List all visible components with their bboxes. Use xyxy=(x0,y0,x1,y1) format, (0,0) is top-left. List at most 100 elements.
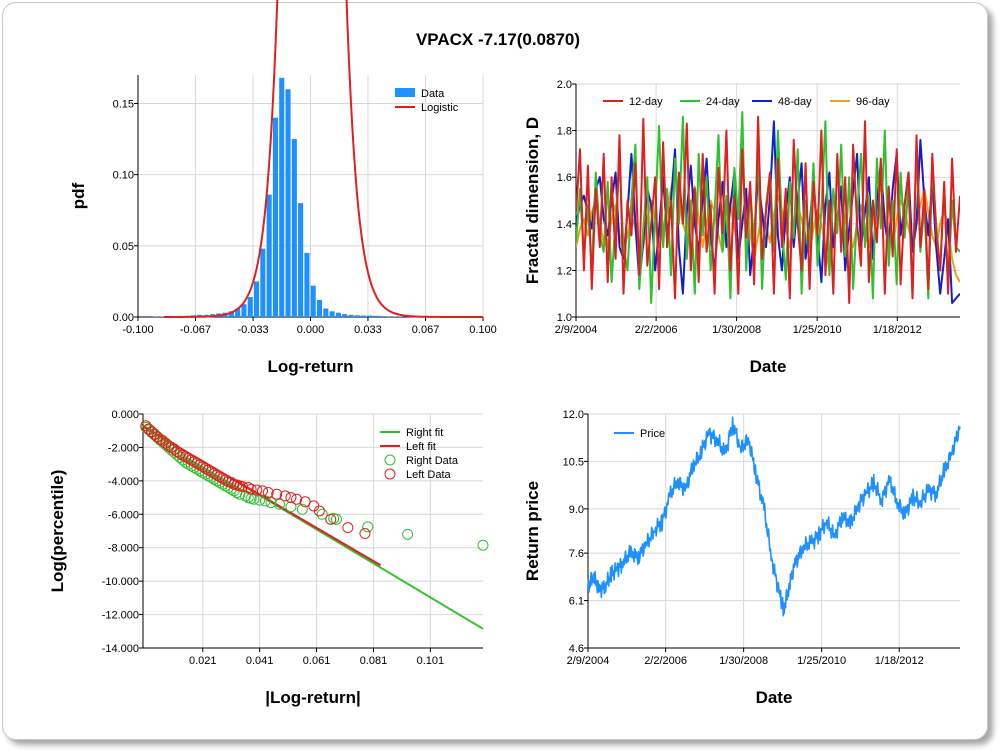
x-tick-label: -0.067 xyxy=(180,324,211,336)
left-data-point xyxy=(185,454,197,466)
histogram-bar xyxy=(329,311,335,317)
histogram-bar xyxy=(335,312,341,317)
left-data-point xyxy=(191,457,203,469)
y-tick-label: 6.1 xyxy=(569,596,584,608)
histogram-bar xyxy=(361,315,367,317)
y-tick-label: -12.000 xyxy=(102,610,139,622)
legend-label-logistic: Logistic xyxy=(421,102,459,114)
histogram-bar xyxy=(310,285,316,317)
left-data-point xyxy=(211,469,223,481)
histogram-bar xyxy=(298,203,304,317)
left-data-point xyxy=(285,492,297,504)
histogram-bar xyxy=(392,316,398,317)
y-tick-label: 0.05 xyxy=(113,241,134,253)
x-tick-label: 0.021 xyxy=(189,655,217,667)
left-data-point xyxy=(214,471,226,483)
left-data-point xyxy=(171,446,183,458)
legend-swatch xyxy=(384,468,396,480)
left-data-point xyxy=(200,462,212,474)
left-data-point xyxy=(140,420,152,432)
legend-swatch-data xyxy=(395,88,415,97)
page-title: VPACX -7.17(0.0870) xyxy=(415,30,581,49)
x-tick-label: -0.033 xyxy=(237,324,268,336)
left-data-point xyxy=(237,481,249,493)
histogram-bar xyxy=(379,316,386,317)
legend: Price xyxy=(614,428,665,440)
price-line xyxy=(587,416,961,617)
x-tick-label: 0.000 xyxy=(297,324,325,336)
histogram-bar xyxy=(367,315,373,317)
left-data-point xyxy=(168,443,180,455)
x-tick-label: 1/30/2008 xyxy=(719,655,768,667)
histogram-bar xyxy=(316,299,323,317)
x-tick-label: 2/9/2004 xyxy=(555,324,598,336)
x-tick-label: 0.100 xyxy=(469,324,497,336)
right-data-point xyxy=(177,454,189,466)
right-data-point xyxy=(316,508,328,520)
left-data-point xyxy=(205,466,217,478)
x-tick-label: 2/2/2006 xyxy=(635,324,678,336)
x-tick-label: 1/25/2010 xyxy=(797,655,846,667)
y-tick-label: -8.000 xyxy=(108,543,139,555)
y-tick-label: 1.0 xyxy=(557,312,572,324)
left-data-point xyxy=(251,484,263,496)
left-data-point xyxy=(188,456,200,468)
histogram-bar xyxy=(279,77,285,317)
y-tick-label: 1.2 xyxy=(557,265,572,277)
x-tick-label: 0.067 xyxy=(412,324,440,336)
x-axis-title: Date xyxy=(756,688,793,707)
left-data-point xyxy=(151,431,163,443)
left-data-point xyxy=(271,488,283,500)
left-data-point xyxy=(313,505,325,517)
y-axis-title: Fractal dimension, D xyxy=(523,117,542,284)
x-tick-label: 1/18/2012 xyxy=(873,324,922,336)
histogram-bar xyxy=(241,304,247,317)
histogram-bar xyxy=(386,316,392,317)
grid-lines xyxy=(143,413,483,649)
legend: Data Logistic xyxy=(395,88,459,114)
left-data-point xyxy=(154,433,166,445)
legend-label: 12-day xyxy=(629,96,663,108)
histogram-bar xyxy=(254,281,260,317)
y-axis-title: pdf xyxy=(69,182,88,209)
histogram-bar xyxy=(373,315,379,317)
left-data-point xyxy=(291,493,303,505)
right-data-point xyxy=(362,521,374,533)
legend-label: Left fit xyxy=(406,441,436,453)
left-data-point xyxy=(174,447,186,459)
legend-label: 96-day xyxy=(856,96,890,108)
histogram-bar xyxy=(342,314,348,317)
left-data-point xyxy=(202,464,214,476)
y-axis-title: Log(percentile) xyxy=(48,470,67,593)
legend-label-data: Data xyxy=(421,88,445,100)
x-axis-title: |Log-return| xyxy=(265,688,360,707)
right-data-point xyxy=(477,539,489,551)
y-axis-title: Return price xyxy=(523,481,542,581)
y-tick-label: 12.0 xyxy=(563,409,584,421)
left-data-point xyxy=(256,485,268,497)
left-data-point xyxy=(208,467,220,479)
y-tick-label: 7.6 xyxy=(569,548,584,560)
left-data-point xyxy=(177,449,189,461)
x-tick-label: 0.041 xyxy=(246,655,274,667)
x-tick-label: 1/25/2010 xyxy=(793,324,842,336)
y-tick-label: 1.8 xyxy=(557,126,572,138)
legend-label: Left Data xyxy=(406,469,452,481)
left-data-point xyxy=(245,483,257,495)
x-tick-label: 0.101 xyxy=(417,655,445,667)
right-data-point xyxy=(296,503,308,515)
plot-area xyxy=(143,414,483,648)
y-tick-label: -14.000 xyxy=(102,643,139,655)
left-data-point xyxy=(183,452,195,464)
left-data-point xyxy=(163,440,175,452)
y-tick-label: -10.000 xyxy=(102,576,139,588)
x-tick-label: -0.100 xyxy=(122,324,153,336)
y-tick-label: 0.00 xyxy=(113,312,134,324)
histogram-bar xyxy=(228,311,234,317)
left-data-point xyxy=(180,451,192,463)
right-data-point xyxy=(265,497,277,509)
logistic-fit-line xyxy=(163,0,483,318)
left-data-point xyxy=(342,522,354,534)
